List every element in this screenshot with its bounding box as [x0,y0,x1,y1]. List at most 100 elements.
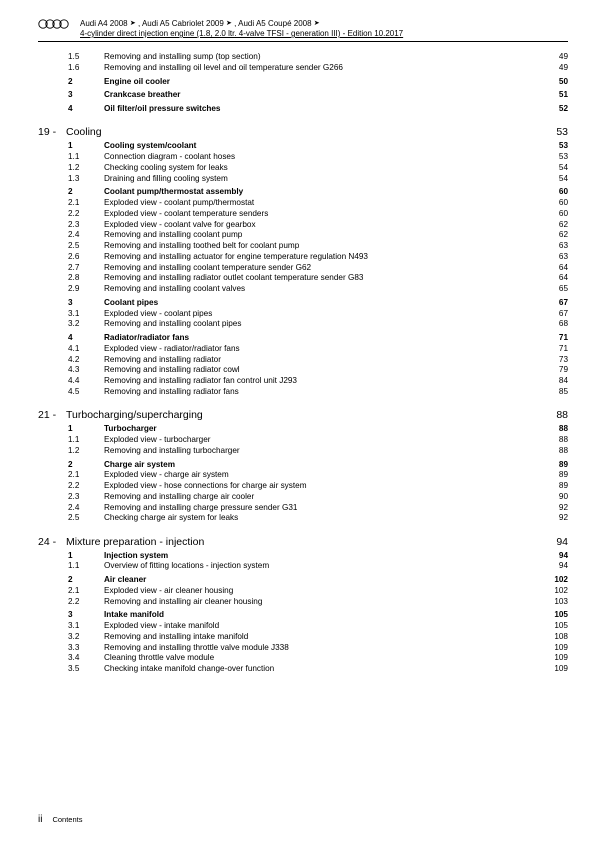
toc-title: Coolant pipes [104,298,162,308]
toc-number: 2.5 [38,241,104,251]
toc-title: Air cleaner [104,575,150,585]
toc-row: 3.1Exploded view - coolant pipes67 [38,309,568,319]
toc-number: 1 [38,424,104,434]
toc-number: 3 [38,298,104,308]
toc-title: Draining and filling cooling system [104,174,232,184]
toc-page: 54 [544,163,568,173]
toc-row: 2Coolant pump/thermostat assembly60 [38,187,568,197]
toc-page: 60 [544,209,568,219]
toc-page: 88 [544,446,568,456]
toc-row: 4.4Removing and installing radiator fan … [38,376,568,386]
toc-title: Intake manifold [104,610,168,620]
toc-number: 2.3 [38,220,104,230]
toc-row: 2.6Removing and installing actuator for … [38,252,568,262]
toc-title: Removing and installing turbocharger [104,446,244,456]
toc-page: 94 [544,551,568,561]
toc-title: Radiator/radiator fans [104,333,193,343]
toc-row: 4.5Removing and installing radiator fans… [38,387,568,397]
toc-row: 2Air cleaner 102 [38,575,568,585]
toc-number: 3.3 [38,643,104,653]
toc-title: Removing and installing radiator cowl [104,365,244,375]
toc-number: 1.2 [38,163,104,173]
toc-title: Removing and installing sump (top sectio… [104,52,265,62]
toc-row: 1Cooling system/coolant53 [38,141,568,151]
toc-title: Removing and installing coolant pump [104,230,246,240]
toc-page: 49 [544,52,568,62]
toc-page: 88 [544,424,568,434]
toc-title: Exploded view - charge air system [104,470,233,480]
toc-title: Overview of fitting locations - injectio… [104,561,273,571]
toc-row: 2.4Removing and installing coolant pump6… [38,230,568,240]
chapter-number: 19 - [38,126,66,139]
toc-page: 64 [544,273,568,283]
toc-title: Checking charge air system for leaks [104,513,242,523]
toc-page: 49 [544,63,568,73]
toc-page: 50 [544,77,568,87]
toc-title: Exploded view - radiator/radiator fans [104,344,244,354]
toc-row: 2.3Exploded view - coolant valve for gea… [38,220,568,230]
chapter-title: Mixture preparation - injection [66,536,208,549]
toc-row: 3Intake manifold105 [38,610,568,620]
toc-row: 1.2Checking cooling system for leaks 54 [38,163,568,173]
toc-title: Exploded view - intake manifold [104,621,223,631]
toc-row: 1.3Draining and filling cooling system 54 [38,174,568,184]
toc-number: 2.8 [38,273,104,283]
toc-page: 60 [544,187,568,197]
toc-title: Removing and installing intake manifold [104,632,252,642]
toc-title: Turbocharger [104,424,161,434]
toc-title: Removing and installing radiator [104,355,225,365]
toc-row: 2.4Removing and installing charge pressu… [38,503,568,513]
toc-title: Crankcase breather [104,90,184,100]
toc-page: 89 [544,470,568,480]
toc-page: 88 [544,435,568,445]
toc-number: 2.4 [38,503,104,513]
toc-page: 108 [544,632,568,642]
page-footer: ii Contents [38,814,83,827]
toc-number: 1.3 [38,174,104,184]
toc-row: 1.1Exploded view - turbocharger88 [38,435,568,445]
toc-row: 2.9Removing and installing coolant valve… [38,284,568,294]
toc-row: 4.1Exploded view - radiator/radiator fan… [38,344,568,354]
toc-page: 54 [544,174,568,184]
toc-title: Removing and installing radiator fan con… [104,376,301,386]
toc-number: 2.1 [38,198,104,208]
toc-title: Oil filter/oil pressure switches [104,104,224,114]
toc-title: Removing and installing coolant valves [104,284,249,294]
toc-number: 2.9 [38,284,104,294]
toc-number: 2.4 [38,230,104,240]
toc-number: 1.1 [38,561,104,571]
toc-row: 2.2Exploded view - hose connections for … [38,481,568,491]
toc-row: 3.4Cleaning throttle valve module109 [38,653,568,663]
toc-row: 3.2Removing and installing intake manifo… [38,632,568,642]
header-text-block: Audi A4 2008 ➤ , Audi A5 Cabriolet 2009 … [80,18,568,39]
toc-row: 4Radiator/radiator fans71 [38,333,568,343]
toc-title: Cleaning throttle valve module [104,653,218,663]
toc-row: 1Turbocharger 88 [38,424,568,434]
toc-number: 2 [38,460,104,470]
chapter-title: Turbocharging/supercharging [66,409,207,422]
toc-title: Removing and installing radiator fans [104,387,243,397]
toc-number: 1.6 [38,63,104,73]
toc-page: 68 [544,319,568,329]
toc-page: 89 [544,460,568,470]
toc-row: 1.1Overview of fitting locations - injec… [38,561,568,571]
arrow-icon: ➤ [226,20,232,29]
toc-number: 3.4 [38,653,104,663]
toc-chapter-row: 24 -Mixture preparation - injection94 [38,536,568,549]
toc-page: 102 [544,575,568,585]
toc-title: Cooling system/coolant [104,141,200,151]
toc-row: 2Engine oil cooler50 [38,77,568,87]
toc-title: Exploded view - coolant pipes [104,309,216,319]
toc-title: Checking cooling system for leaks [104,163,232,173]
toc-page: 109 [544,664,568,674]
arrow-icon: ➤ [130,20,136,29]
toc-title: Exploded view - hose connections for cha… [104,481,311,491]
toc-number: 3.5 [38,664,104,674]
toc-number: 2 [38,575,104,585]
toc-row: 2.2Exploded view - coolant temperature s… [38,209,568,219]
toc-number: 3 [38,90,104,100]
toc-title: Exploded view - coolant pump/thermostat [104,198,258,208]
toc-page: 63 [544,252,568,262]
toc-row: 2.5Removing and installing toothed belt … [38,241,568,251]
header-line-1: Audi A4 2008 ➤ , Audi A5 Cabriolet 2009 … [80,19,568,29]
